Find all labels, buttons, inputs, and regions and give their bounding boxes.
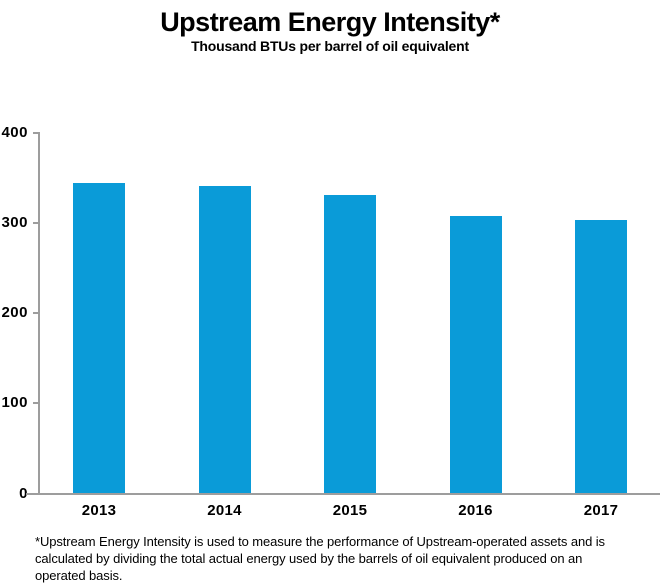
y-tick-mark (33, 402, 39, 405)
x-tick-label: 2016 (458, 502, 493, 519)
bar-2014 (198, 186, 251, 494)
y-tick-label: 300 (1, 214, 28, 232)
x-tick-label: 2013 (81, 502, 117, 519)
x-tick-label: 2015 (332, 502, 368, 519)
chart-title: Upstream Energy Intensity* (160, 7, 500, 37)
y-tick-mark (33, 312, 39, 315)
y-tick-mark (33, 222, 39, 225)
bar-2016 (449, 215, 502, 494)
chart-subtitle: Thousand BTUs per barrel of oil equivale… (191, 38, 469, 54)
bar-2015 (324, 195, 376, 494)
y-tick-label: 400 (1, 124, 28, 141)
y-tick-label: 0 (19, 484, 28, 502)
y-tick-mark (33, 132, 39, 134)
x-tick-label: 2017 (583, 502, 619, 519)
y-tick-label: 100 (1, 394, 28, 412)
y-axis-line (38, 132, 40, 494)
x-tick-label: 2014 (207, 502, 242, 519)
bar-2017 (575, 219, 627, 494)
bar-2013 (73, 182, 125, 494)
y-tick-label: 200 (1, 304, 28, 322)
x-axis-line (26, 493, 660, 495)
footnote: *Upstream Energy Intensity is used to me… (35, 534, 605, 583)
